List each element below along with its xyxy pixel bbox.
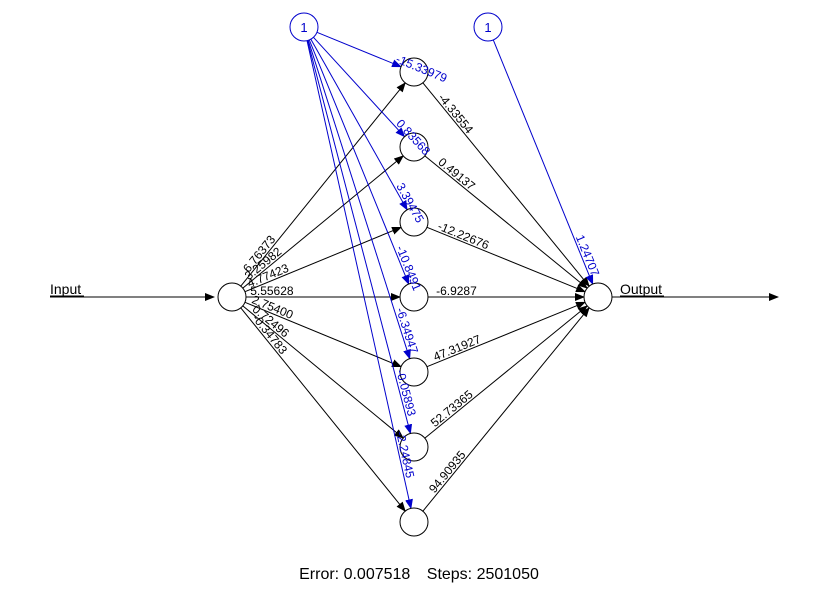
edge-bias-hidden-7: [306, 40, 413, 510]
hidden-node-4: [399, 282, 429, 312]
edge-bias-hidden-4: [308, 39, 410, 285]
steps-readout: Steps: 2501050: [426, 566, 539, 583]
hidden-node-3: [399, 207, 429, 237]
edge-hidden-output-3: [426, 226, 586, 293]
weight-hidden-output-7: 94.90935: [426, 448, 469, 496]
hidden-node-7: [399, 507, 429, 537]
output-label: Output: [620, 281, 662, 297]
edge-hidden-output-5: [426, 301, 586, 368]
bias-node-hidden: [289, 12, 319, 42]
weight-hidden-output-1: -4.33554: [435, 91, 476, 137]
output-node: [583, 282, 613, 312]
weight-hidden-output-4: -6.9287: [436, 284, 477, 298]
bias-node-hidden-label: 1: [300, 20, 307, 35]
edge-bias-output: [492, 39, 594, 285]
edge-bias-hidden-3: [310, 38, 408, 211]
bias-node-output-label: 1: [484, 20, 491, 35]
input-label: Input: [50, 281, 81, 297]
edge-hidden-output-1: [422, 82, 590, 287]
weight-hidden-output-3: -12.22676: [436, 219, 492, 252]
edge-hidden-output-2: [424, 155, 588, 289]
edge-bias-hidden-2: [313, 36, 406, 138]
hidden-node-6: [399, 432, 429, 462]
weight-hidden-output-5: 47.31927: [431, 332, 483, 364]
edge-input-hidden-6: [242, 305, 404, 439]
edge-input-hidden-7: [240, 307, 406, 512]
input-node: [217, 282, 247, 312]
edge-bias-hidden-1: [316, 31, 402, 68]
weight-input-hidden-4: 5.55628: [250, 284, 294, 298]
hidden-node-2: [399, 132, 429, 162]
edge-input-hidden-1: [240, 82, 406, 287]
weight-bias-hidden-4: -10.8491: [393, 243, 424, 292]
training-summary: Error: 0.007518 Steps: 2501050: [0, 566, 838, 584]
edge-input-hidden-3: [244, 226, 402, 293]
weight-bias-hidden-5: -6.34947: [393, 306, 421, 356]
weight-hidden-output-6: 52.73365: [428, 387, 476, 430]
edge-input-hidden-5: [244, 301, 402, 368]
hidden-node-5: [399, 357, 429, 387]
hidden-node-1: [399, 57, 429, 87]
edge-bias-hidden-6: [307, 40, 413, 435]
edge-input-hidden-2: [242, 155, 404, 289]
edge-hidden-output-6: [424, 305, 588, 439]
edge-hidden-output-7: [422, 307, 590, 512]
error-readout: Error: 0.007518: [299, 566, 411, 583]
bias-node-output: [473, 12, 503, 42]
weight-hidden-output-2: 0.49137: [435, 155, 478, 193]
edge-bias-hidden-5: [307, 40, 411, 360]
